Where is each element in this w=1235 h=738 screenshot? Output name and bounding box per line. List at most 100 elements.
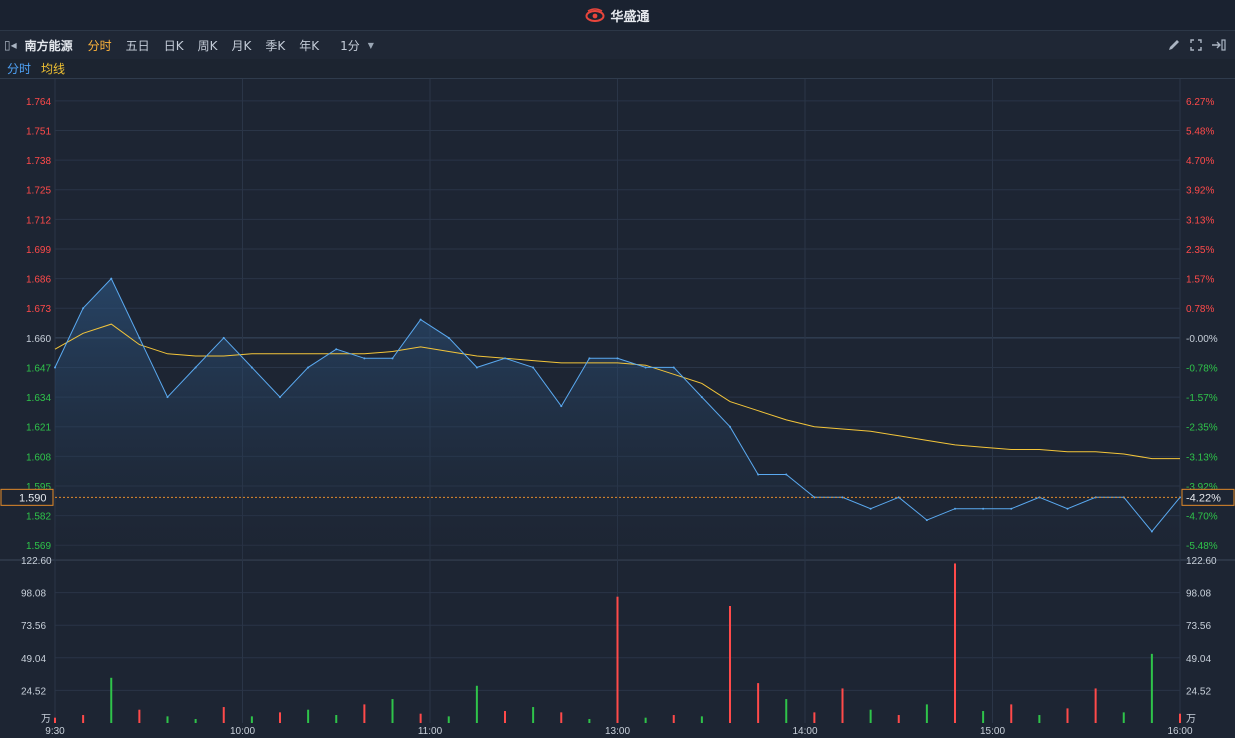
price-point xyxy=(813,496,816,499)
price-point xyxy=(279,396,281,399)
price-point xyxy=(419,318,422,321)
price-point xyxy=(982,507,985,510)
price-point xyxy=(700,396,703,399)
price-point xyxy=(250,366,253,369)
time-tick-label: 16:00 xyxy=(1167,726,1192,737)
volume-bars xyxy=(54,563,1181,723)
price-point xyxy=(644,366,647,369)
price-point xyxy=(954,507,956,510)
volume-bar xyxy=(250,716,253,723)
tab-intraday[interactable]: 分时 xyxy=(87,38,112,53)
interval-value: 1分 xyxy=(340,38,360,53)
volume-bar xyxy=(925,704,928,723)
time-tick-label: 11:00 xyxy=(418,726,443,737)
intraday-chart[interactable]: 1.764 1.751 1.738 1.725 1.712 1.699 1.686 1.673… xyxy=(0,79,1235,738)
volume-bar xyxy=(475,685,478,723)
price-tick-label: 1.738 xyxy=(26,156,51,167)
price-point xyxy=(672,366,675,369)
percent-tick-label: -0.00% xyxy=(1186,334,1218,345)
volume-tick-label: 24.52 xyxy=(21,686,46,697)
volume-bar xyxy=(841,688,844,723)
interval-select[interactable]: 1分 ▼ xyxy=(340,37,374,54)
pencil-icon[interactable] xyxy=(1167,38,1181,52)
volume-bar xyxy=(307,709,310,723)
volume-bar xyxy=(419,713,422,723)
price-tick-label: 1.660 xyxy=(26,334,51,345)
toolbar: ▯◂ 南方能源 分时 五日 日K 周K 月K 季K 年K 1分 ▼ xyxy=(0,31,1235,59)
percent-tick-label: 3.13% xyxy=(1186,215,1214,226)
price-point xyxy=(925,519,928,522)
volume-bar xyxy=(869,709,872,723)
price-point xyxy=(1066,507,1069,510)
price-point xyxy=(1010,507,1013,510)
crosshair-pct-label: -4.22% xyxy=(1186,492,1221,504)
tab-weekly-k[interactable]: 周K xyxy=(197,38,218,53)
volume-tick-label: 49.04 xyxy=(1186,654,1211,665)
price-point xyxy=(616,357,619,360)
volume-bar xyxy=(1010,704,1013,723)
percent-tick-label: -3.13% xyxy=(1186,452,1218,463)
average-line xyxy=(54,323,1180,460)
percent-tick-label: -3.92% xyxy=(1186,482,1218,493)
volume-bar xyxy=(363,704,366,723)
volume-bar xyxy=(560,712,563,723)
tab-yearly-k[interactable]: 年K xyxy=(299,38,320,53)
tab-daily-k[interactable]: 日K xyxy=(163,38,184,53)
expand-panel-icon[interactable] xyxy=(1211,38,1227,52)
price-tick-label: 1.725 xyxy=(26,186,51,197)
percent-tick-label: -5.48% xyxy=(1186,541,1218,552)
volume-unit-label: 万 xyxy=(1186,714,1196,725)
stock-name: 南方能源 xyxy=(24,38,73,53)
price-point xyxy=(475,366,478,369)
volume-bar xyxy=(222,707,225,723)
volume-unit-label: 万 xyxy=(41,714,51,725)
price-point xyxy=(757,473,760,476)
volume-bar xyxy=(757,683,760,723)
percent-tick-label: 5.48% xyxy=(1186,126,1214,137)
volume-bar xyxy=(785,699,788,723)
volume-bar xyxy=(954,563,956,723)
time-tick-label: 10:00 xyxy=(230,726,255,737)
volume-tick-label: 73.56 xyxy=(1186,621,1211,632)
volume-tick-label: 122.60 xyxy=(21,556,52,567)
toolbar-actions xyxy=(1167,31,1227,59)
percent-tick-label: -4.70% xyxy=(1186,512,1218,523)
volume-tick-label: 73.56 xyxy=(21,621,46,632)
tab-quarterly-k[interactable]: 季K xyxy=(265,38,286,53)
volume-bar xyxy=(504,711,506,723)
price-tick-label: 1.764 xyxy=(26,97,51,108)
title-bar: 华盛通 xyxy=(0,0,1235,31)
price-area-fill xyxy=(55,278,1180,560)
legend-price-line[interactable]: 分时 xyxy=(7,62,32,76)
legend-average-line[interactable]: 均线 xyxy=(41,62,66,76)
percent-axis: 6.27% 5.48% 4.70% 3.92% 3.13% 2.35% 1.57% 0.78%… xyxy=(1186,97,1218,552)
fullscreen-icon[interactable] xyxy=(1189,38,1203,52)
volume-bar xyxy=(672,715,675,723)
volume-axis: 122.60 122.60 98.08 98.08 73.56 73.56 49.04 49.… xyxy=(21,556,1217,725)
time-tick-label: 15:00 xyxy=(980,726,1005,737)
time-tick-label: 9:30 xyxy=(45,726,65,737)
volume-bar xyxy=(194,719,197,723)
volume-bar xyxy=(532,707,535,723)
price-point xyxy=(391,357,394,360)
price-tick-label: 1.686 xyxy=(26,275,51,286)
price-tick-label: 1.595 xyxy=(26,482,51,493)
price-tick-label: 1.582 xyxy=(26,512,51,523)
tab-monthly-k[interactable]: 月K xyxy=(231,38,252,53)
price-tick-label: 1.699 xyxy=(26,245,51,256)
volume-bar xyxy=(279,712,281,723)
price-point xyxy=(54,366,56,369)
tab-five-day[interactable]: 五日 xyxy=(125,38,150,53)
price-tick-label: 1.751 xyxy=(26,126,51,137)
price-point xyxy=(138,336,141,339)
volume-bar xyxy=(1179,713,1181,723)
chart-legend: 分时 均线 xyxy=(0,59,1235,79)
time-tick-label: 14:00 xyxy=(792,726,817,737)
volume-tick-label: 98.08 xyxy=(1186,589,1211,600)
price-point xyxy=(447,336,450,339)
price-tick-label: 1.712 xyxy=(26,215,51,226)
collapse-panel-icon[interactable]: ▯◂ xyxy=(4,38,17,52)
price-point xyxy=(222,336,225,339)
volume-bar xyxy=(588,719,591,723)
percent-tick-label: 1.57% xyxy=(1186,275,1214,286)
